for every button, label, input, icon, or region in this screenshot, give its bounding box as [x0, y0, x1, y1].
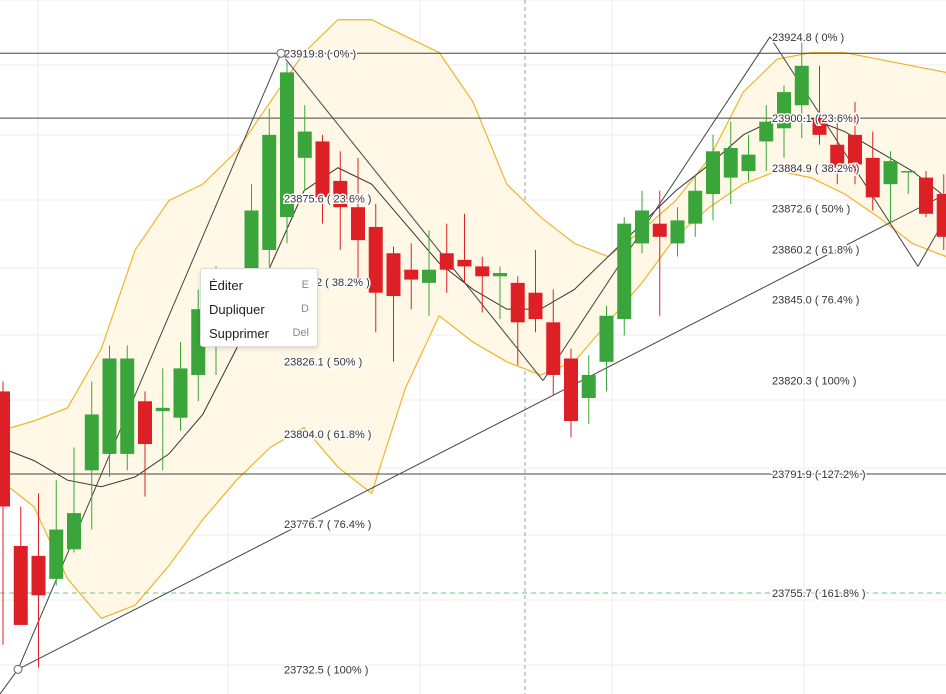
candle-up	[297, 131, 312, 158]
fib-level-label: 23884.9 ( 38.2% )	[772, 163, 859, 175]
fib-level-label: 23755.7 ( 161.8% )	[772, 588, 866, 600]
candle-up	[759, 121, 774, 142]
candle-up	[794, 65, 809, 106]
candle-down	[865, 157, 880, 198]
fib-level-label: 23804.0 ( 61.8% )	[284, 429, 371, 441]
anchor-markers[interactable]	[13, 48, 286, 674]
fib-level-label: 23900.1 ( 23.6% )	[772, 113, 859, 125]
candle-down	[0, 391, 10, 507]
candle-down	[848, 134, 862, 165]
candle-up	[688, 190, 703, 224]
menu-item-label: Éditer	[209, 277, 243, 293]
candle-up	[599, 315, 614, 362]
candle-down	[31, 555, 46, 596]
fib-level-label: 23732.5 ( 100% )	[284, 664, 368, 676]
candle-up	[635, 210, 649, 244]
candle-down	[386, 253, 401, 297]
candle-up	[670, 220, 685, 244]
candle-up	[49, 529, 64, 579]
trend-line	[0, 669, 19, 694]
menu-item-label: Supprimer	[209, 325, 269, 341]
menu-item-shortcut: D	[301, 303, 309, 315]
candle-up	[581, 374, 596, 398]
fib-level-label: 23919.8 ( 0% )	[284, 48, 356, 60]
candle-down	[812, 118, 827, 135]
candle-up	[422, 269, 436, 283]
candle-down	[936, 194, 946, 237]
candle-up	[67, 513, 81, 550]
fib-labels: 23919.8 ( 0% ) 23875.6 ( 23.6% ) 2 ( 38.2%…	[283, 30, 868, 677]
fib-level-label: 23845.0 ( 76.4% )	[772, 294, 859, 306]
bollinger-upper	[0, 19, 946, 432]
candle-down	[351, 207, 365, 241]
candle-up	[617, 223, 632, 320]
fib-level-label: 23860.2 ( 61.8% )	[772, 244, 859, 256]
anchor-handle[interactable]	[13, 664, 23, 674]
fib-level-label: 2 ( 38.2% )	[316, 277, 370, 289]
candle-up	[741, 154, 756, 172]
candle-down	[368, 226, 383, 293]
candle-up	[244, 210, 259, 277]
candle-up	[120, 358, 135, 454]
candle-down	[457, 259, 472, 267]
trend-line	[17, 193, 946, 670]
candle-up	[901, 171, 916, 173]
fib-level-label: 23776.7 ( 76.4% )	[284, 519, 371, 531]
trend-line	[280, 52, 544, 381]
fib-level-label: 23820.3 ( 100% )	[772, 376, 856, 388]
candle-up	[102, 358, 117, 454]
menu-item-label: Dupliquer	[209, 301, 265, 317]
menu-item-shortcut: E	[301, 279, 309, 291]
candle-up	[280, 72, 294, 218]
candle-up	[777, 92, 791, 129]
menu-item-shortcut: Del	[292, 327, 309, 339]
candle-down	[919, 177, 933, 214]
fib-level-label: 23875.6 ( 23.6% )	[284, 194, 371, 206]
candle-down	[564, 358, 578, 422]
candle-down	[333, 180, 348, 208]
candle-down	[475, 266, 490, 277]
candle-down	[652, 223, 667, 237]
trend-line	[542, 36, 771, 381]
menu-item-edit[interactable]: Éditer E	[201, 273, 317, 297]
fib-level-label: 23872.6 ( 50% )	[772, 204, 850, 216]
fib-level-label: 23924.8 ( 0% )	[772, 32, 844, 44]
candle-down	[546, 322, 561, 375]
candle-up	[155, 407, 170, 412]
candle-down	[830, 144, 845, 168]
fib-level-label: 23826.1 ( 50% )	[284, 356, 362, 368]
candle-down	[528, 292, 543, 320]
candle-down	[315, 141, 330, 198]
candle-down	[13, 545, 28, 625]
anchor-handle[interactable]	[276, 48, 286, 58]
menu-item-duplicate[interactable]: Dupliquer D	[201, 297, 317, 321]
menu-item-delete[interactable]: Supprimer Del	[201, 321, 317, 345]
candle-up	[723, 148, 738, 178]
fib-level-label: 23791.9 ( 127.2% )	[772, 469, 866, 481]
candle-up	[706, 151, 720, 195]
candle-down	[439, 253, 454, 270]
candle-up	[262, 134, 277, 250]
candle-up	[883, 161, 898, 185]
candles	[0, 36, 946, 668]
bollinger-lower	[0, 170, 946, 620]
context-menu: Éditer E Dupliquer D Supprimer Del	[200, 268, 318, 347]
candle-down	[510, 282, 525, 323]
candle-up	[173, 368, 188, 418]
candle-down	[138, 401, 152, 445]
candle-up	[84, 414, 99, 471]
candle-up	[493, 272, 507, 277]
candle-down	[404, 269, 419, 280]
